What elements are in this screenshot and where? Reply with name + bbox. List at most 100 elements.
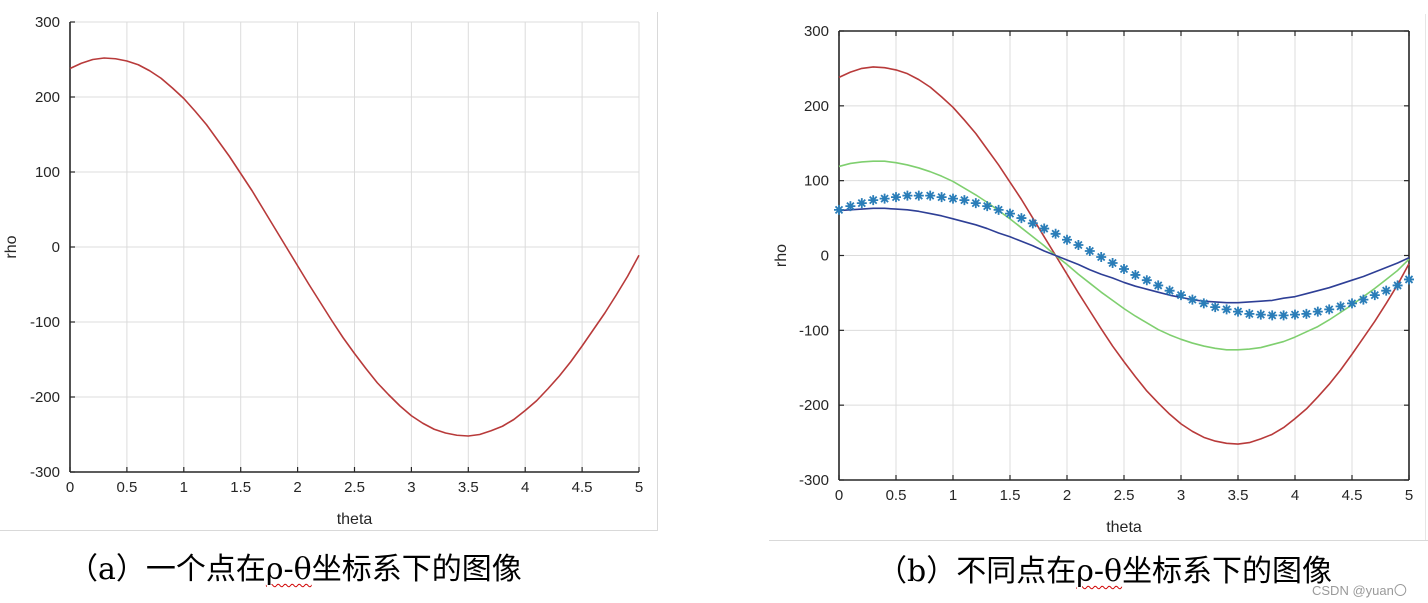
star-marker (1221, 304, 1232, 315)
caption-a: （a）一个点在ρ-θ坐标系下的图像 (68, 544, 522, 588)
star-marker (1347, 298, 1357, 309)
star-marker (913, 190, 924, 201)
star-marker (959, 195, 970, 206)
star-marker (993, 204, 1004, 215)
star-marker (1164, 285, 1175, 296)
star-marker (1039, 223, 1050, 234)
figure-a-frame-right (657, 12, 658, 530)
caption-b-prefix: （b）不同点在 (877, 554, 1077, 589)
y-tick-label: -100 (30, 314, 60, 331)
star-marker (1176, 290, 1186, 301)
star-marker (1358, 294, 1369, 305)
y-tick-label: 200 (804, 98, 829, 115)
figure-b-frame-bottom (769, 540, 1428, 541)
star-marker (1119, 263, 1129, 274)
x-tick-label: 2 (293, 479, 301, 496)
series-line-point-2 (838, 160, 1410, 351)
x-tick-label: 5 (1405, 487, 1413, 504)
star-marker (1198, 298, 1209, 309)
x-tick-label: 0.5 (886, 487, 907, 504)
x-tick-label: 1.5 (1000, 487, 1021, 504)
caption-b: （b）不同点在ρ-θ坐标系下的图像 (877, 546, 1332, 590)
star-marker (1210, 302, 1221, 313)
star-marker (1255, 309, 1266, 320)
series-line-point-1 (69, 57, 640, 437)
y-tick-label: -300 (30, 464, 60, 481)
star-marker (1290, 309, 1300, 320)
y-tick-label: 0 (52, 239, 60, 256)
star-marker (1233, 306, 1243, 317)
y-axis-label: rho (773, 244, 790, 267)
y-tick-label: 200 (35, 89, 60, 106)
x-tick-label: 0.5 (116, 479, 137, 496)
star-marker (1107, 257, 1118, 268)
star-marker (1244, 308, 1255, 319)
x-tick-label: 0 (66, 479, 74, 496)
star-marker (1096, 251, 1107, 262)
star-marker (856, 198, 867, 209)
x-tick-label: 1 (180, 479, 188, 496)
x-tick-label: 3.5 (1228, 487, 1249, 504)
figure-a-frame-bottom (0, 530, 658, 531)
x-tick-label: 0 (835, 487, 843, 504)
x-tick-label: 4.5 (572, 479, 593, 496)
star-marker (1187, 294, 1198, 305)
star-marker (982, 201, 993, 212)
x-tick-label: 2.5 (1114, 487, 1135, 504)
y-tick-label: 300 (35, 14, 60, 31)
caption-a-prefix: （a）一个点在 (68, 552, 266, 587)
star-marker (970, 198, 981, 209)
star-marker (925, 190, 936, 201)
plot-b: 0 0.5 1 1.5 2 2.5 3 3.5 4 4.5 5 300 200 100 0 -100 -200 -… (773, 23, 1414, 536)
series-line-point-1 (838, 66, 1410, 445)
star-marker (1381, 285, 1392, 296)
star-marker (1312, 306, 1323, 317)
y-tick-label: 300 (804, 23, 829, 40)
y-tick-label: -100 (799, 322, 829, 339)
star-marker (834, 204, 844, 215)
x-tick-label: 2 (1063, 487, 1071, 504)
x-tick-label: 4 (521, 479, 529, 496)
x-tick-label: 5 (635, 479, 643, 496)
star-marker (868, 195, 879, 206)
star-marker (936, 192, 947, 203)
star-marker (1267, 310, 1278, 321)
x-tick-label: 4 (1291, 487, 1299, 504)
y-tick-label: -200 (30, 389, 60, 406)
y-tick-label: 100 (804, 173, 829, 190)
y-tick-label: -200 (799, 397, 829, 414)
star-marker (1335, 301, 1346, 312)
y-axis-label: rho (3, 235, 20, 258)
caption-a-symbol: ρ-θ (265, 552, 312, 587)
star-marker (1084, 246, 1095, 257)
star-marker (1027, 218, 1038, 229)
star-marker (891, 192, 901, 203)
star-marker (1324, 304, 1335, 315)
caption-a-suffix: 坐标系下的图像 (311, 552, 522, 587)
caption-b-suffix: 坐标系下的图像 (1122, 554, 1333, 589)
star-marker (845, 201, 856, 212)
star-marker (1369, 290, 1380, 301)
x-tick-label: 3 (1177, 487, 1185, 504)
star-marker (1153, 280, 1164, 291)
x-tick-label: 1 (949, 487, 957, 504)
x-tick-label: 2.5 (344, 479, 365, 496)
series-markers-point-4 (834, 190, 1414, 321)
star-marker (902, 190, 913, 201)
x-tick-label: 1.5 (230, 479, 251, 496)
star-marker (1392, 280, 1403, 291)
star-marker (1301, 308, 1312, 319)
star-marker (1050, 228, 1061, 239)
y-tick-label: 100 (35, 164, 60, 181)
x-axis-label: theta (1106, 519, 1142, 536)
caption-b-symbol: ρ-θ (1076, 554, 1123, 589)
star-marker (1005, 208, 1015, 219)
star-marker (1062, 234, 1072, 245)
x-axis-label: theta (337, 511, 373, 528)
star-marker (1141, 275, 1152, 286)
star-marker (1016, 213, 1027, 224)
figure-b-frame-right (1425, 14, 1426, 540)
y-tick-label: -300 (799, 472, 829, 489)
star-marker (948, 193, 958, 204)
